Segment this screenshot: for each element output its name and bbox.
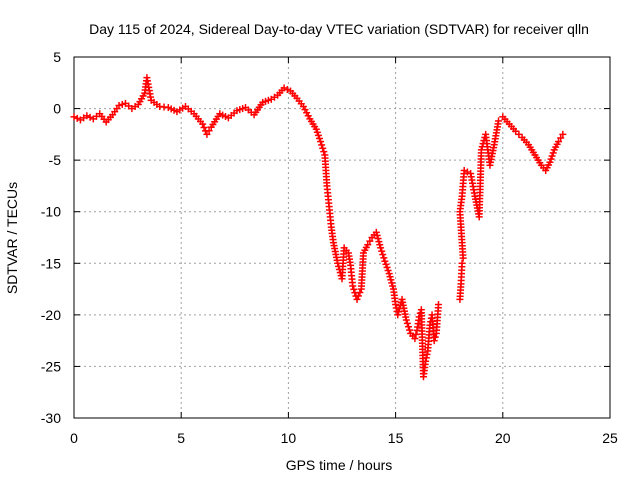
y-tick-label: 5 <box>53 49 61 65</box>
data-point <box>431 333 439 341</box>
x-tick-label: 10 <box>281 430 297 446</box>
data-point <box>354 292 362 300</box>
data-point <box>70 113 78 121</box>
data-point <box>403 319 411 327</box>
data-point <box>386 273 394 281</box>
y-axis: 5 0 -5 -10 -15 -20 -25 -30 <box>41 49 610 426</box>
data-point <box>376 241 384 249</box>
data-point <box>313 128 321 136</box>
y-tick-label: -30 <box>41 410 61 426</box>
y-tick-label: -10 <box>41 204 61 220</box>
data-point <box>389 282 397 290</box>
data-point <box>353 295 361 303</box>
data-point <box>515 130 523 138</box>
data-point <box>203 130 211 138</box>
data-point <box>375 238 383 246</box>
data-point <box>380 254 388 262</box>
data-point <box>350 285 358 293</box>
data-point <box>378 247 386 255</box>
data-point <box>372 228 380 236</box>
data-point <box>384 267 392 275</box>
y-axis-title: SDTVAR / TECUs <box>4 182 20 294</box>
data-point <box>395 308 403 316</box>
data-point <box>319 144 327 152</box>
x-tick-label: 25 <box>602 430 618 446</box>
data-point <box>283 85 291 93</box>
grid <box>74 57 610 418</box>
data-point <box>495 117 503 125</box>
data-point <box>364 241 372 249</box>
data-point <box>383 263 391 271</box>
x-tick-label: 0 <box>70 430 78 446</box>
data-point <box>463 168 471 176</box>
data-point <box>73 114 81 122</box>
data-point <box>412 330 420 338</box>
data-point <box>458 259 466 267</box>
data-point <box>512 127 520 135</box>
data-point <box>430 337 438 345</box>
x-tick-label: 20 <box>495 430 511 446</box>
data-point <box>315 134 323 142</box>
data-point <box>366 237 374 245</box>
data-point <box>385 270 393 278</box>
y-tick-label: -15 <box>41 255 61 271</box>
x-tick-label: 5 <box>177 430 185 446</box>
data-point <box>86 113 94 121</box>
data-point <box>559 130 567 138</box>
data-point <box>546 158 554 166</box>
data-point <box>477 146 485 154</box>
data-point <box>387 276 395 284</box>
data-point <box>356 289 364 297</box>
data-point <box>374 235 382 243</box>
data-point <box>312 125 320 133</box>
data-point <box>377 244 385 252</box>
plot-frame <box>73 56 611 419</box>
y-tick-label: -5 <box>49 152 62 168</box>
data-point <box>199 120 207 128</box>
data-point <box>280 84 288 92</box>
data-point <box>115 101 123 109</box>
y-tick-label: -25 <box>41 358 61 374</box>
data-point <box>460 166 468 174</box>
x-axis: 0 5 10 15 20 25 <box>70 57 618 446</box>
chart-title: Day 115 of 2024, Sidereal Day-to-day VTE… <box>89 21 589 37</box>
data-point <box>411 335 419 343</box>
data-point <box>382 260 390 268</box>
data-point <box>83 112 91 120</box>
data-point <box>388 279 396 287</box>
data-point <box>379 251 387 259</box>
data-point <box>118 100 126 108</box>
data-point <box>317 138 325 146</box>
data-point <box>381 257 389 265</box>
data-point <box>314 131 322 139</box>
x-axis-title: GPS time / hours <box>286 457 393 473</box>
data-point <box>402 316 410 324</box>
data-point <box>205 127 213 135</box>
data-point <box>547 155 555 163</box>
data-point <box>349 282 357 290</box>
data-point <box>318 141 326 149</box>
data-point <box>394 311 402 319</box>
data-point <box>406 326 414 334</box>
y-tick-label: -20 <box>41 307 61 323</box>
data-point <box>557 134 565 142</box>
data-point <box>549 149 557 157</box>
data-series-qlln <box>70 74 567 381</box>
y-tick-label: 0 <box>53 101 61 117</box>
data-point <box>200 123 208 131</box>
data-point <box>404 323 412 331</box>
data-point <box>373 231 381 239</box>
data-point <box>320 148 328 156</box>
data-point <box>555 138 563 146</box>
plot-border <box>73 56 611 419</box>
x-tick-label: 15 <box>388 430 404 446</box>
data-point <box>434 301 442 309</box>
data-point <box>548 152 556 160</box>
